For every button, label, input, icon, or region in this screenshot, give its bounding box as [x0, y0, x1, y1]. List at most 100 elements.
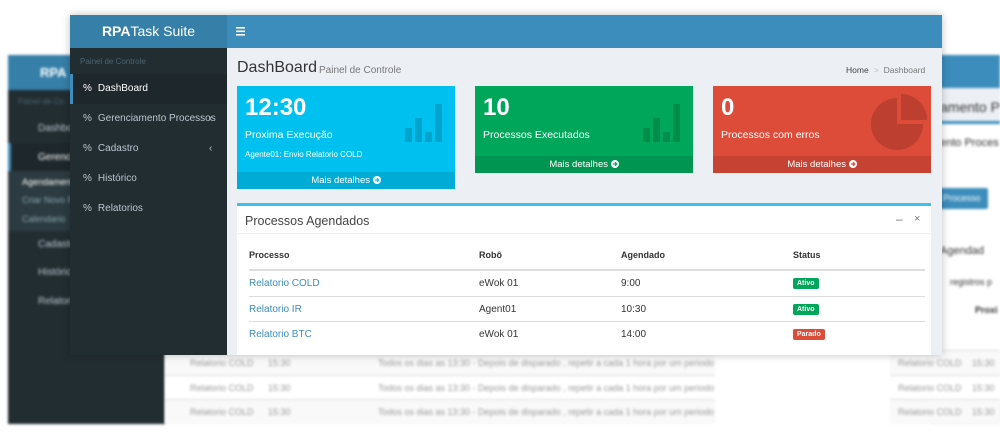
bg-cell: Todos os dias as 13:30 - Depois de dispa…: [378, 358, 715, 368]
main-window: RPATask Suite Painel de Controle % DashBo…: [70, 15, 942, 355]
card-label: Processos Executados: [483, 129, 590, 141]
card-label: Proxima Execução: [245, 129, 333, 141]
sidebar-item[interactable]: % Gerenciamento Processos ‹: [83, 113, 216, 124]
card-footer[interactable]: Mais detalhes: [713, 156, 931, 173]
breadcrumb-current: Dashboard: [883, 65, 926, 75]
column-header: Status: [793, 250, 821, 260]
bg-cell: Relatorio COLD: [898, 358, 962, 368]
bg-cell: Relatorio COLD: [190, 383, 254, 393]
column-header: Agendado: [621, 250, 665, 260]
bg-subitem: Calendario: [22, 214, 66, 224]
bg-cell: 15:30: [268, 383, 291, 393]
bg-table: Relatorio COLD 15:30 Todos os dias as 13:3…: [165, 350, 715, 424]
bg-row: Relatorio COLD 15:30 Todos os dias as 13:3…: [165, 399, 715, 424]
card-icon: [405, 104, 442, 142]
bg-row: Relatorio COLD 15:30: [890, 350, 1000, 375]
bg-item: Gerencia: [38, 152, 79, 163]
bg-cell: 15:30: [972, 383, 995, 393]
bg-table-right: Relatorio COLD 15:30 Relatorio COLD 15:30 …: [890, 350, 1000, 424]
breadcrumb: Home > Dashboard: [846, 65, 926, 75]
status-badge: Ativo: [793, 278, 819, 289]
arrow-icon: [610, 160, 619, 168]
table-row: Relatorio COLD eWok 01 9:00 Ativo: [249, 271, 925, 295]
card-footer[interactable]: Mais detalhes: [237, 172, 455, 189]
card-value: 0: [721, 94, 735, 121]
sidebar-section: Painel de Controle: [80, 57, 146, 66]
bg-section: Agendad: [940, 245, 985, 257]
bg-cell: Relatorio COLD: [190, 358, 254, 368]
sidebar-item[interactable]: % Histórico: [83, 173, 137, 184]
breadcrumb-link[interactable]: Home: [846, 65, 869, 75]
bg-cell: Relatorio COLD: [898, 383, 962, 393]
bg-subitem: Agendament: [22, 177, 74, 187]
page-title: DashBoard: [237, 59, 318, 76]
status-badge: Ativo: [793, 304, 819, 315]
card-value: 12:30: [245, 94, 307, 121]
process-link[interactable]: Relatorio BTC: [249, 329, 312, 340]
cell: 10:30: [621, 304, 647, 315]
close-button[interactable]: ×: [914, 213, 921, 225]
card-footer-label: Mais detalhes: [787, 159, 846, 170]
bg-row: Relatorio COLD 15:30: [890, 399, 1000, 424]
card: 12:30 Proxima Execução Agente01: Envio R…: [237, 86, 455, 189]
arrow-icon: [372, 176, 381, 184]
bg-item: Relatori: [38, 296, 73, 307]
cell: eWok 01: [479, 329, 519, 340]
bg-box-title: ento Proces: [940, 137, 999, 149]
cell: 14:00: [621, 329, 647, 340]
table: Processo Robô Agendado Status Relatorio …: [249, 247, 925, 353]
sidebar-item[interactable]: % DashBoard: [70, 74, 227, 104]
card-value: 10: [483, 94, 510, 121]
sidebar-label: Relatorios: [97, 203, 143, 214]
bg-item: Cadastr: [38, 239, 74, 250]
bg-cell: Todos os dias as 13:30 - Depois de dispa…: [378, 407, 715, 417]
arrow-icon: [848, 160, 857, 168]
card: 0 Processos com erros Mais detalhes: [713, 86, 931, 173]
bg-cell: 15:30: [268, 358, 291, 368]
card-icon: [871, 94, 927, 150]
bg-row: Relatorio COLD 15:30 Todos os dias as 13:3…: [165, 375, 715, 400]
sidebar-item[interactable]: % Relatorios: [83, 203, 143, 214]
process-link[interactable]: Relatorio COLD: [249, 278, 320, 289]
bg-row: Relatorio COLD 15:30: [890, 375, 1000, 400]
table-row: Relatorio BTC eWok 01 14:00 Parado: [249, 321, 925, 346]
card-footer-label: Mais detalhes: [549, 159, 608, 170]
bg-cell: Todos os dias as 13:30 - Depois de dispa…: [378, 383, 715, 393]
bg-subitem: Criar Novo P: [22, 195, 74, 205]
logo[interactable]: RPATask Suite: [70, 15, 227, 48]
table-box: Processos Agendados – × Processo Robô Ag…: [237, 203, 931, 355]
cell: eWok 01: [479, 278, 519, 289]
process-link[interactable]: Relatorio IR: [249, 304, 302, 315]
sidebar-label: Cadastro: [97, 143, 139, 154]
bg-cell: Relatorio COLD: [898, 407, 962, 417]
bg-cell: Relatorio COLD: [190, 407, 254, 417]
bg-cell: 15:30: [268, 407, 291, 417]
logo-bold: RPA: [101, 23, 131, 39]
page-subtitle: Painel de Controle: [319, 65, 402, 76]
sidebar-label: DashBoard: [97, 83, 148, 94]
sidebar: Painel de Controle % DashBoard % Gerenciam…: [70, 48, 227, 355]
bg-item: Históric: [38, 267, 72, 278]
menu-toggle[interactable]: [236, 27, 246, 36]
card-footer-label: Mais detalhes: [311, 175, 370, 186]
bg-title: amento P: [940, 99, 1000, 115]
status-badge: Parado: [793, 329, 825, 340]
table-header: Processo Robô Agendado Status: [249, 247, 925, 271]
bg-cell: 15:30: [972, 358, 995, 368]
column-header: Robô: [479, 250, 502, 260]
sidebar-item[interactable]: % Cadastro ‹: [83, 143, 213, 154]
bg-column: Proxi: [975, 305, 998, 315]
card-detail: Agente01: Envio Relatorio COLD: [245, 150, 363, 159]
cell: 9:00: [621, 278, 641, 289]
bg-button: Processo: [935, 188, 988, 209]
sidebar-label: Gerenciamento Processos: [97, 113, 216, 124]
bg-section: Painel de Co: [18, 97, 64, 106]
collapse-button[interactable]: –: [896, 212, 903, 226]
cell: Agent01: [479, 304, 517, 315]
card-footer[interactable]: Mais detalhes: [475, 156, 693, 173]
logo-rest: Task Suite: [130, 23, 196, 39]
card-icon: [643, 104, 680, 142]
table-row: Relatorio IR Agent01 10:30 Ativo: [249, 296, 925, 321]
bg-item: Dashbo: [38, 123, 73, 134]
